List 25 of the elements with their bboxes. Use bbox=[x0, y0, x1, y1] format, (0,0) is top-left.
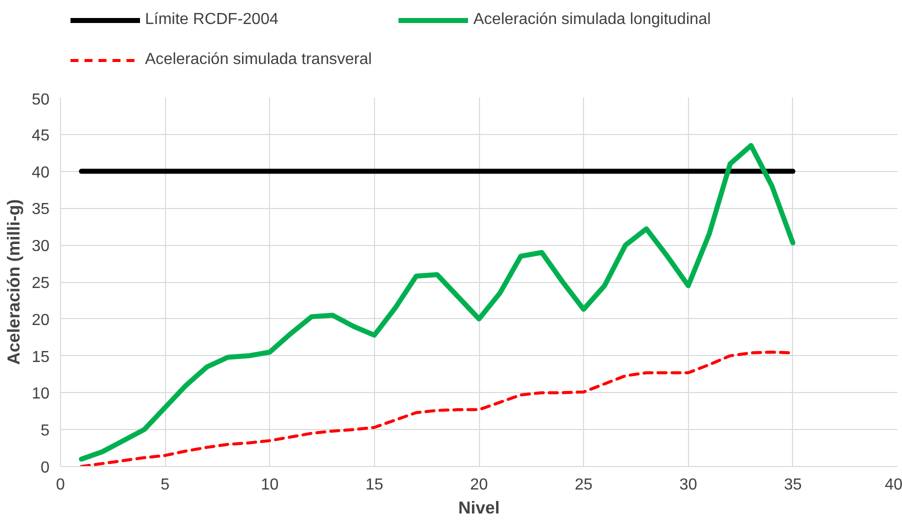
x-tick-label: 40 bbox=[884, 476, 902, 494]
y-tick-label: 20 bbox=[32, 312, 50, 329]
y-tick-label: 0 bbox=[40, 460, 50, 476]
legend-label: Límite RCDF-2004 bbox=[145, 11, 278, 29]
y-axis-title: Aceleración (milli-g) bbox=[4, 199, 24, 365]
x-tick-label: 0 bbox=[56, 476, 66, 494]
legend-label: Aceleración simulada longitudinal bbox=[473, 11, 711, 29]
y-tick-label: 15 bbox=[32, 348, 50, 366]
x-tick-label: 10 bbox=[260, 476, 279, 494]
y-tick-label: 40 bbox=[32, 164, 50, 182]
x-tick-label: 25 bbox=[574, 476, 593, 494]
x-tick-label: 20 bbox=[470, 476, 488, 494]
y-tick-label: 10 bbox=[32, 386, 50, 403]
x-tick-label: 15 bbox=[365, 476, 384, 494]
y-tick-label: 25 bbox=[32, 275, 50, 292]
x-tick-label: 35 bbox=[784, 476, 802, 494]
x-tick-label: 30 bbox=[679, 476, 698, 494]
x-tick-label: 5 bbox=[160, 476, 170, 494]
y-tick-label: 5 bbox=[40, 422, 50, 440]
y-tick-label: 50 bbox=[32, 92, 50, 108]
y-tick-label: 30 bbox=[32, 238, 50, 256]
x-axis-title: Nivel bbox=[458, 498, 500, 518]
legend-label: Aceleración simulada transveral bbox=[145, 51, 372, 69]
y-tick-label: 45 bbox=[32, 127, 50, 144]
y-tick-label: 35 bbox=[32, 201, 50, 218]
